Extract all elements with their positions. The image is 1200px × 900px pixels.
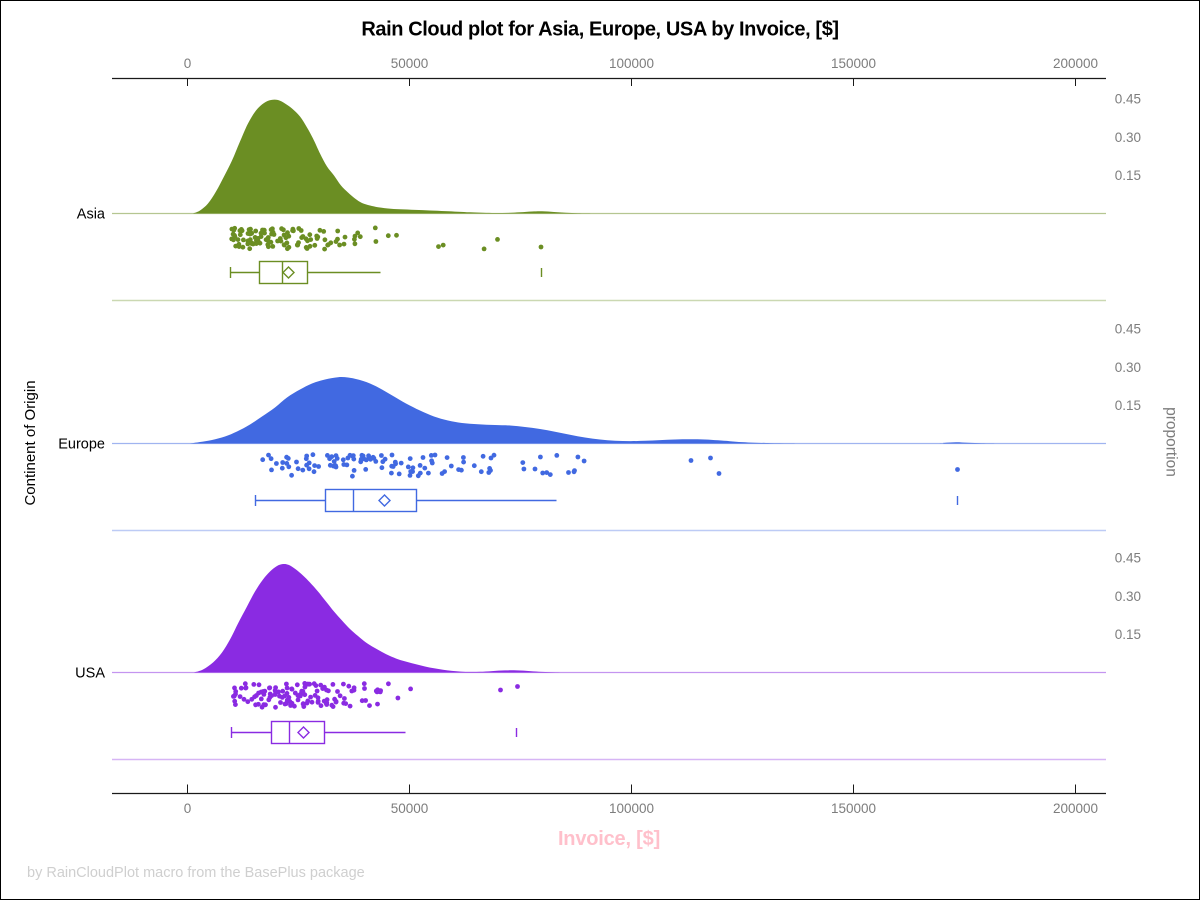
svg-text:0.45: 0.45: [1115, 322, 1141, 337]
svg-text:Rain Cloud plot for Asia, Euro: Rain Cloud plot for Asia, Europe, USA by…: [361, 19, 838, 41]
svg-text:0.30: 0.30: [1115, 589, 1141, 604]
svg-text:proportion: proportion: [1163, 407, 1180, 477]
svg-text:Invoice, [$]: Invoice, [$]: [558, 828, 660, 850]
svg-text:Asia: Asia: [77, 207, 106, 223]
svg-text:0.30: 0.30: [1115, 130, 1141, 145]
svg-text:200000: 200000: [1053, 56, 1098, 71]
svg-text:150000: 150000: [831, 801, 876, 816]
svg-text:50000: 50000: [391, 801, 429, 816]
svg-text:0.30: 0.30: [1115, 360, 1141, 375]
svg-text:0.15: 0.15: [1115, 398, 1141, 413]
svg-text:by RainCloudPlot macro from th: by RainCloudPlot macro from the BasePlus…: [27, 865, 365, 881]
svg-text:Continent of Origin: Continent of Origin: [22, 380, 39, 505]
svg-text:200000: 200000: [1053, 801, 1098, 816]
svg-text:150000: 150000: [831, 56, 876, 71]
svg-text:100000: 100000: [609, 56, 654, 71]
svg-text:USA: USA: [75, 666, 105, 682]
svg-text:50000: 50000: [391, 56, 429, 71]
svg-text:Europe: Europe: [58, 437, 105, 453]
svg-text:0.15: 0.15: [1115, 168, 1141, 183]
svg-text:100000: 100000: [609, 801, 654, 816]
svg-text:0.15: 0.15: [1115, 627, 1141, 642]
svg-text:0: 0: [184, 56, 192, 71]
svg-text:0.45: 0.45: [1115, 92, 1141, 107]
svg-text:0.45: 0.45: [1115, 551, 1141, 566]
svg-text:0: 0: [184, 801, 192, 816]
